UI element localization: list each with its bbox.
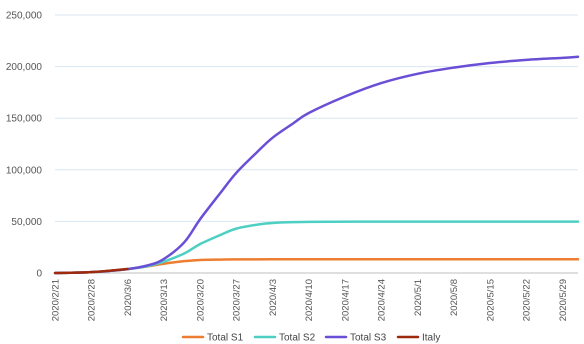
x-tick-label: 2020/4/10 [304, 279, 315, 321]
x-tick-label: 2020/5/8 [449, 279, 460, 316]
gridlines [55, 14, 578, 274]
y-tick-label: 0 [36, 269, 42, 280]
x-tick-label: 2020/3/13 [159, 279, 170, 321]
series-line-total-s3 [53, 55, 580, 275]
x-tick-label: 2020/4/3 [268, 279, 279, 316]
legend-label: Total S3 [350, 333, 387, 344]
x-tick-label: 2020/3/27 [232, 279, 243, 321]
y-tick-label: 100,000 [6, 165, 43, 176]
x-tick-label: 2020/5/1 [413, 279, 424, 316]
x-tick-label: 2020/5/15 [485, 279, 496, 321]
legend-label: Italy [422, 333, 440, 344]
x-tick-label: 2020/3/20 [195, 279, 206, 321]
series-line-italy [53, 267, 129, 275]
x-tick-label: 2020/2/28 [87, 279, 98, 321]
x-axis-tick-labels: 2020/2/21 2020/2/28 2020/3/6 2020/3/13 2020/… [51, 279, 569, 321]
y-tick-label: 250,000 [6, 11, 43, 22]
x-tick-label: 2020/4/17 [340, 279, 351, 321]
legend-label: Total S2 [279, 333, 316, 344]
series-line-total-s2 [53, 220, 580, 275]
legend: Total S1 Total S2 Total S3 Italy [181, 333, 440, 344]
series-line-total-s1 [53, 258, 580, 275]
series-lines [53, 55, 580, 275]
y-tick-label: 200,000 [6, 62, 43, 73]
legend-label: Total S1 [207, 333, 244, 344]
y-tick-label: 50,000 [11, 217, 42, 228]
y-axis-tick-labels: 0 50,000 100,000 150,000 200,000 250,000 [6, 11, 43, 280]
x-tick-label: 2020/4/24 [377, 279, 388, 321]
x-tick-label: 2020/5/22 [522, 279, 533, 321]
y-tick-label: 150,000 [6, 114, 43, 125]
x-tick-label: 2020/5/29 [558, 279, 569, 321]
x-tick-label: 2020/3/6 [123, 279, 134, 316]
x-tick-label: 2020/2/21 [51, 279, 62, 321]
